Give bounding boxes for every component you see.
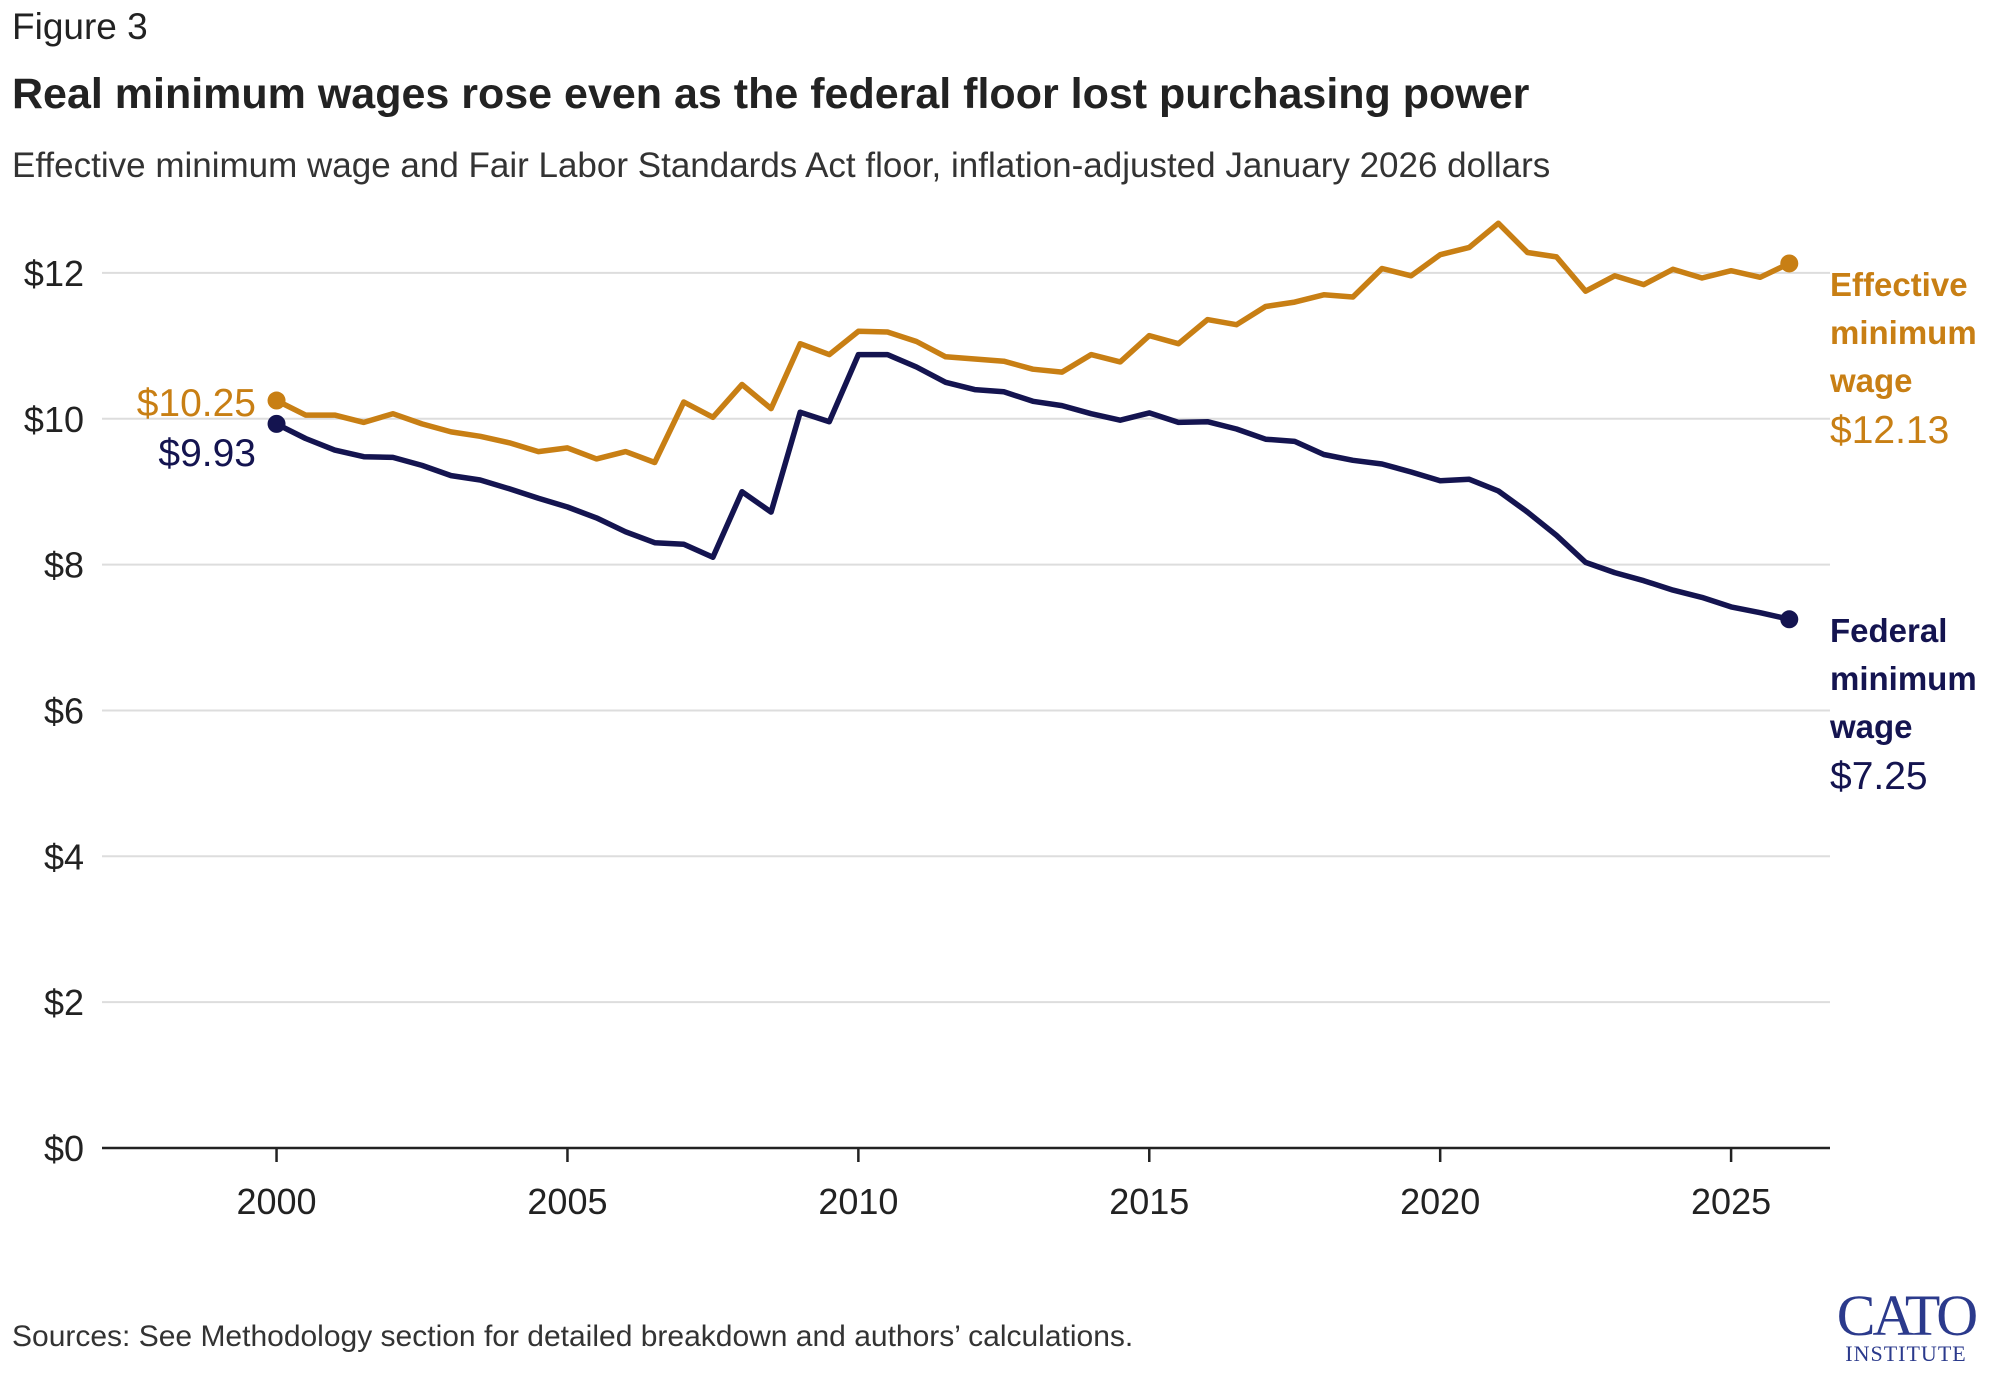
line-chart: $0 $2 $4 $6 $8 $10 $12 2000 2005 2010 2015 2020 202… — [24, 220, 1977, 1222]
x-tick-label: 2025 — [1691, 1181, 1771, 1222]
y-tick-label: $0 — [44, 1128, 84, 1169]
effective-end-value-label: $12.13 — [1830, 409, 1949, 452]
y-tick-label: $8 — [44, 545, 84, 586]
federal-start-value-label: $9.93 — [158, 432, 256, 475]
federal-minimum-wage-line — [273, 351, 1793, 623]
x-tick-label: 2005 — [527, 1181, 607, 1222]
federal-end-value-label: $7.25 — [1830, 755, 1928, 798]
source-note: Sources: See Methodology section for det… — [12, 1320, 1134, 1353]
end-point-marker — [1780, 254, 1799, 273]
cato-institute-logo: CATO INSTITUTE — [1837, 1283, 1980, 1366]
logo-subtext: INSTITUTE — [1845, 1341, 1966, 1366]
figure-label: Figure 3 — [12, 6, 148, 47]
y-tick-label: $10 — [24, 399, 84, 440]
y-tick-label: $2 — [44, 982, 84, 1023]
x-tick-label: 2000 — [236, 1181, 316, 1222]
x-tick-labels: 2000 2005 2010 2015 2020 2025 — [236, 1148, 1771, 1222]
effective-minimum-wage-line — [273, 220, 1793, 466]
x-tick-label: 2010 — [818, 1181, 898, 1222]
y-tick-label: $4 — [44, 836, 84, 877]
chart-subtitle: Effective minimum wage and Fair Labor St… — [12, 146, 1551, 185]
y-tick-label: $12 — [24, 253, 84, 294]
effective-series-name-label: Effective minimum wage — [1829, 266, 1977, 399]
start-point-marker — [267, 391, 286, 410]
logo-wordmark: CATO — [1837, 1283, 1977, 1348]
start-point-marker — [267, 414, 286, 433]
y-tick-label: $6 — [44, 690, 84, 731]
gridlines — [102, 271, 1830, 1004]
x-tick-label: 2015 — [1109, 1181, 1189, 1222]
chart-title: Real minimum wages rose even as the fede… — [12, 70, 1530, 118]
effective-start-value-label: $10.25 — [137, 382, 256, 425]
x-tick-label: 2020 — [1400, 1181, 1480, 1222]
series-labels: $10.25 $9.93 Effective minimum wage $12.13… — [137, 266, 1977, 798]
y-tick-labels: $0 $2 $4 $6 $8 $10 $12 — [24, 253, 84, 1169]
federal-series-name-label: Federal minimum wage — [1829, 612, 1977, 745]
series-lines — [267, 220, 1799, 629]
end-point-marker — [1780, 610, 1799, 629]
